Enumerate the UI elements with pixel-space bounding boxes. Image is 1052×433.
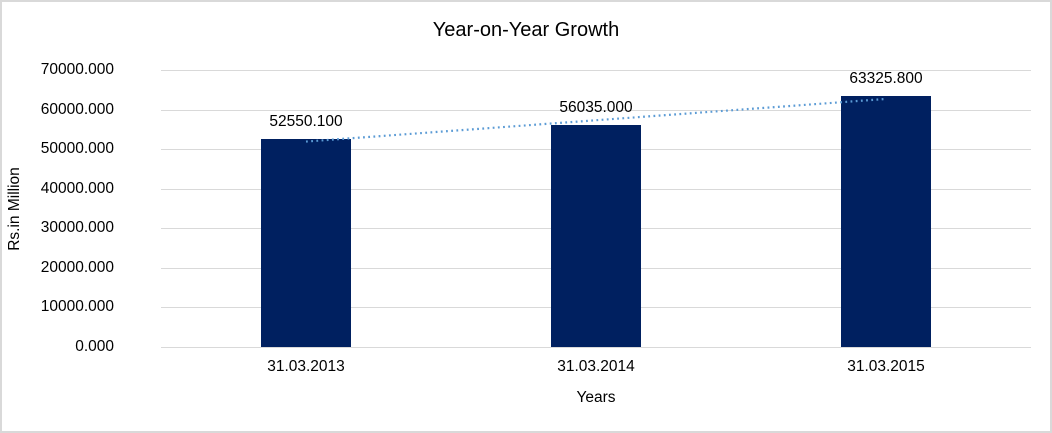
bar	[261, 139, 351, 347]
y-tick-label: 0.000	[75, 338, 114, 355]
bar	[841, 96, 931, 347]
y-tick-label: 30000.000	[40, 219, 114, 236]
gridline	[161, 347, 1031, 348]
chart-title: Year-on-Year Growth	[432, 19, 620, 41]
gridline	[161, 70, 1031, 71]
bar-data-label: 63325.800	[849, 70, 923, 87]
bar	[551, 125, 641, 347]
bar-data-label: 52550.100	[269, 113, 343, 130]
y-axis-title: Rs.in Million	[6, 167, 23, 251]
y-tick-label: 60000.000	[40, 101, 114, 118]
plot-area: 0.000 10000.000 20000.000 30000.000 40000.00…	[41, 61, 1031, 375]
y-tick-label: 70000.000	[40, 61, 114, 78]
x-axis-title: Years	[576, 389, 616, 406]
y-tick-label: 10000.000	[40, 298, 114, 315]
x-tick-label: 31.03.2013	[267, 358, 345, 375]
x-tick-label: 31.03.2015	[847, 358, 925, 375]
y-tick-label: 50000.000	[40, 140, 114, 157]
y-tick-label: 40000.000	[40, 180, 114, 197]
y-tick-label: 20000.000	[40, 259, 114, 276]
x-tick-label: 31.03.2014	[557, 358, 635, 375]
bar-data-label: 56035.000	[559, 99, 633, 116]
